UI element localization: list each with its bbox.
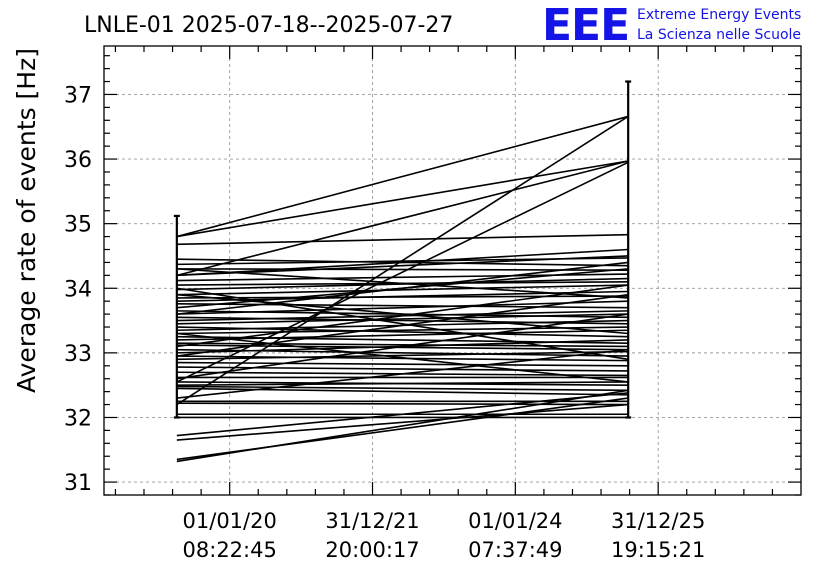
y-axis-label: Average rate of events [Hz] [12,48,41,393]
series-line [176,300,629,315]
series-line [176,332,629,383]
series-line [176,361,629,367]
x-tick-labels: 01/01/20 08:22:45 31/12/21 20:00:17 01/01/24… [183,509,706,562]
series-line [176,268,629,271]
series-line [176,313,629,325]
series-line [176,268,629,299]
series-line [176,160,629,238]
eee-logo: EEE Extreme Energy Events La Scienza nel… [542,0,801,51]
series-line [176,115,629,238]
x-tick-time: 20:00:17 [325,538,419,562]
x-tick-time: 07:37:49 [468,538,562,562]
series-line [176,381,629,386]
series-line [176,287,629,361]
y-tick-label: 37 [64,83,92,108]
series-line [176,261,629,315]
x-tick-time: 19:15:21 [611,538,705,562]
y-tick-label: 36 [64,148,92,173]
axis-ticks [104,46,801,496]
series-line [176,392,629,437]
y-tick-label: 35 [64,213,92,238]
plot-frame [103,45,802,496]
series-line [176,284,629,296]
series-line [176,233,629,246]
y-tick-label: 31 [64,471,92,496]
series-line [176,348,629,399]
series-lines [176,115,629,463]
x-tick-date: 01/01/20 [183,509,277,533]
y-tick-label: 34 [64,277,92,302]
chart-title: LNLE-01 2025-07-18--2025-07-27 [84,13,453,38]
eee-logo-line1: Extreme Energy Events [637,7,801,23]
series-line [176,402,629,406]
series-line [176,385,629,392]
series-line [176,302,629,309]
series-line [176,313,629,380]
x-tick-date: 31/12/25 [611,509,705,533]
series-line [176,160,629,277]
eee-logo-mark: EEE [542,0,629,51]
series-line [176,326,629,335]
series-line [176,293,629,357]
series-line [176,293,629,335]
series-line [176,284,629,348]
series-line [176,403,629,441]
series-line [176,255,629,277]
series-line [176,342,629,348]
y-tick-labels: 31 32 33 34 35 36 37 [64,83,92,496]
series-line [176,389,629,463]
y-tick-label: 32 [64,406,92,431]
series-line [176,258,629,267]
x-tick-time: 08:22:45 [183,538,277,562]
series-line [176,350,629,361]
error-bars [173,80,632,419]
eee-logo-line2: La Scienza nelle Scuole [637,27,801,43]
y-tick-label: 33 [64,342,92,367]
x-tick-date: 01/01/24 [468,509,562,533]
series-line [176,329,629,341]
x-tick-date: 31/12/21 [325,509,419,533]
